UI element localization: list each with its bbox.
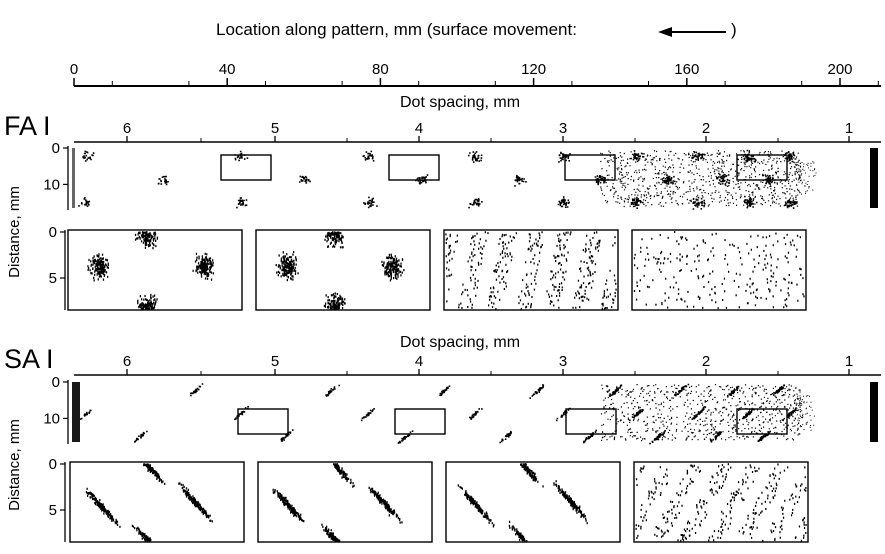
inset-rasters: 05 [49,224,807,311]
dot-spacing-tick-label: 3 [559,353,567,370]
inset-4mm [255,229,431,311]
y-tick-label: 0 [49,224,57,241]
y-tick-label: 10 [43,176,60,193]
inset-frame [445,461,621,543]
inset-frame [443,229,619,311]
dot-spacing-ticks: 6 5 4 3 2 1 [123,353,853,375]
dot-spacing-ticks: 6 5 4 3 2 1 [123,120,853,142]
main-raster: 0 10 [43,140,878,210]
dot-spacing-label: Dot spacing, mm [400,94,520,111]
inset-spike-raster [457,463,588,543]
right-edge-bar [870,148,878,208]
top-axis-tick-label: 160 [674,61,699,78]
inset-4mm [257,461,433,543]
right-edge-bar [870,382,878,442]
top-axis-tick-label: 40 [219,61,236,78]
panel-label: FA I [4,111,51,141]
magnification-box [394,408,446,435]
dot-spacing-tick-label: 2 [702,120,710,137]
dot-spacing-tick-label: 4 [415,353,423,370]
inset-spike-raster [633,231,805,310]
inset-frame [633,461,809,543]
inset-spike-raster [85,463,213,543]
top-axis-tick-label: 120 [521,61,546,78]
inset-frame [257,461,433,543]
title-close-paren: ) [731,20,737,39]
spike-raster [78,149,817,210]
dot-spacing-tick-label: 1 [845,120,853,137]
inset-frame [67,229,243,311]
dot-spacing-tick-label: 5 [271,120,279,137]
magnification-box [736,408,788,435]
inset-frame [255,229,431,311]
inset-3mm [445,461,621,543]
top-axis: 0 40 80 120 160 200 [70,61,881,87]
left-edge-bar [72,382,80,442]
dot-spacing-tick-label: 4 [415,120,423,137]
dot-spacing-label: Dot spacing, mm [400,334,520,351]
inset-5mm [67,229,243,311]
magnification-box [565,408,617,435]
top-axis-tick-label: 80 [372,61,389,78]
magnification-box [736,154,788,181]
spike-raster [79,383,815,445]
inset-spike-raster [87,231,214,311]
y-axis-label: Distance, mm [6,419,23,511]
dot-spacing-tick-label: 2 [702,353,710,370]
magnification-box [388,154,440,181]
magnification-box [220,154,272,181]
inset-rasters: 05 [49,456,809,543]
left-arrow-icon [658,27,726,37]
main-raster: 0 10 [43,374,878,445]
chart-title: Location along pattern, mm (surface move… [216,20,577,39]
dot-spacing-tick-label: 5 [271,353,279,370]
magnification-box [237,408,289,435]
y-tick-label: 0 [49,456,57,473]
dot-spacing-tick-label: 1 [845,353,853,370]
dot-spacing-tick-label: 6 [123,120,131,137]
inset-spike-raster [445,231,617,310]
inset-5mm [69,461,245,543]
inset-2mm [633,461,809,543]
y-axis-label: Distance, mm [6,186,23,278]
y-tick-label: 0 [52,140,60,157]
inset-3mm [443,229,619,311]
y-tick-label: 5 [49,502,57,519]
inset-frame [69,461,245,543]
inset-2mm [631,229,807,311]
dot-spacing-tick-label: 6 [123,353,131,370]
y-tick-label: 5 [49,270,57,287]
inset-spike-raster [275,231,405,311]
inset-spike-raster [272,463,403,543]
y-tick-label: 10 [43,410,60,427]
inset-frame [631,229,807,311]
left-edge-bar [72,148,75,208]
y-tick-label: 0 [52,374,60,391]
magnification-box [564,154,616,181]
top-axis-tick-label: 200 [827,61,852,78]
inset-spike-raster [635,463,807,542]
dot-spacing-tick-label: 3 [559,120,567,137]
panel-label: SA I [4,344,54,374]
top-axis-tick-label: 0 [70,61,78,78]
